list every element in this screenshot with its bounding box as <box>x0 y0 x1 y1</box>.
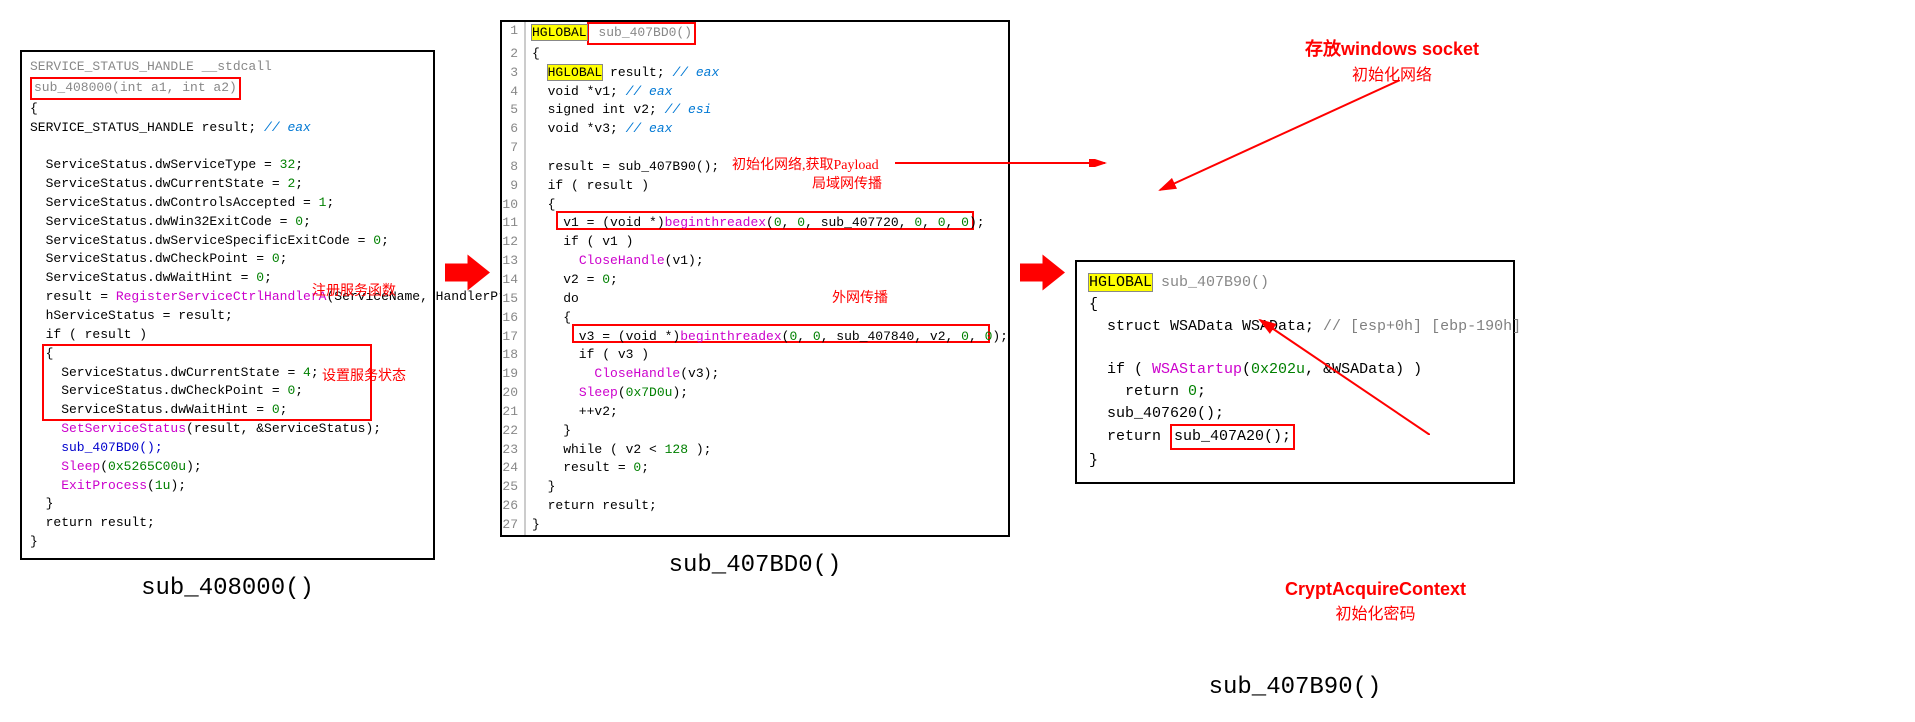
code-line: Sleep(0x5265C00u); <box>30 458 425 477</box>
code-line: } <box>1089 450 1501 472</box>
code-line: if ( result ) <box>30 326 425 345</box>
anno-register: 注册服务函数 <box>312 282 396 302</box>
anno-setstatus: 设置服务状态 <box>322 367 406 387</box>
code-line: SERVICE_STATUS_HANDLE __stdcall sub_4080… <box>30 58 425 100</box>
code-line: hServiceStatus = result; <box>30 307 425 326</box>
anno-wsadata: 存放windows socket 初始化网络 <box>1305 35 1479 85</box>
anno-crypt: CryptAcquireContext 初始化密码 <box>1285 579 1466 624</box>
caption-2: sub_407BD0() <box>669 552 842 579</box>
code-line <box>30 137 425 156</box>
code-line: ServiceStatus.dwServiceSpecificExitCode … <box>30 232 425 251</box>
code-line: ServiceStatus.dwCurrentState = 2; <box>30 175 425 194</box>
col-3: 存放windows socket 初始化网络 HGLOBAL sub_407B9… <box>1075 20 1515 701</box>
diagram-container: SERVICE_STATUS_HANDLE __stdcall sub_4080… <box>20 20 1895 701</box>
code-line: ServiceStatus.dwWaitHint = 0; <box>30 401 425 420</box>
code-line: sub_407BD0(); <box>30 439 425 458</box>
arrow-to-crypt <box>1250 315 1430 435</box>
anno-lan: 局域网传播 <box>812 175 882 195</box>
code-line: ServiceStatus.dwCheckPoint = 0; <box>30 250 425 269</box>
code-line: ExitProcess(1u); <box>30 477 425 496</box>
code-line: ServiceStatus.dwControlsAccepted = 1; <box>30 194 425 213</box>
code-line: SetServiceStatus(result, &ServiceStatus)… <box>30 420 425 439</box>
col-2: 1HGLOBAL sub_407BD0() 2{ 3 HGLOBAL resul… <box>500 20 1010 579</box>
arrow-to-wsadata <box>1140 80 1400 210</box>
anno-init-net: 初始化网络,获取Payload <box>732 156 879 176</box>
fn-sig-box-2: sub_407BD0() <box>587 22 696 45</box>
code-line: HGLOBAL sub_407B90() <box>1089 272 1501 294</box>
code-line: { <box>1089 294 1501 316</box>
code-line: SERVICE_STATUS_HANDLE result; // eax <box>30 119 425 138</box>
code-line: { <box>30 345 425 364</box>
caption-1: sub_408000() <box>141 575 314 602</box>
spacer-bot: CryptAcquireContext 初始化密码 <box>1075 484 1515 544</box>
code-line: } <box>30 495 425 514</box>
long-arrow <box>895 159 1110 167</box>
anno-wan: 外网传播 <box>832 289 888 309</box>
arrow-icon <box>1020 250 1065 295</box>
code-block-2: 1HGLOBAL sub_407BD0() 2{ 3 HGLOBAL resul… <box>500 20 1010 537</box>
code-line: ServiceStatus.dwServiceType = 32; <box>30 156 425 175</box>
code-block-1: SERVICE_STATUS_HANDLE __stdcall sub_4080… <box>20 50 435 560</box>
code-line: { <box>30 100 425 119</box>
col-1: SERVICE_STATUS_HANDLE __stdcall sub_4080… <box>20 20 435 602</box>
code-line: return result; <box>30 514 425 533</box>
code-line: } <box>30 533 425 552</box>
caption-3: sub_407B90() <box>1209 674 1382 701</box>
code-line: ServiceStatus.dwWin32ExitCode = 0; <box>30 213 425 232</box>
fn-sig-box: sub_408000(int a1, int a2) <box>30 77 241 100</box>
